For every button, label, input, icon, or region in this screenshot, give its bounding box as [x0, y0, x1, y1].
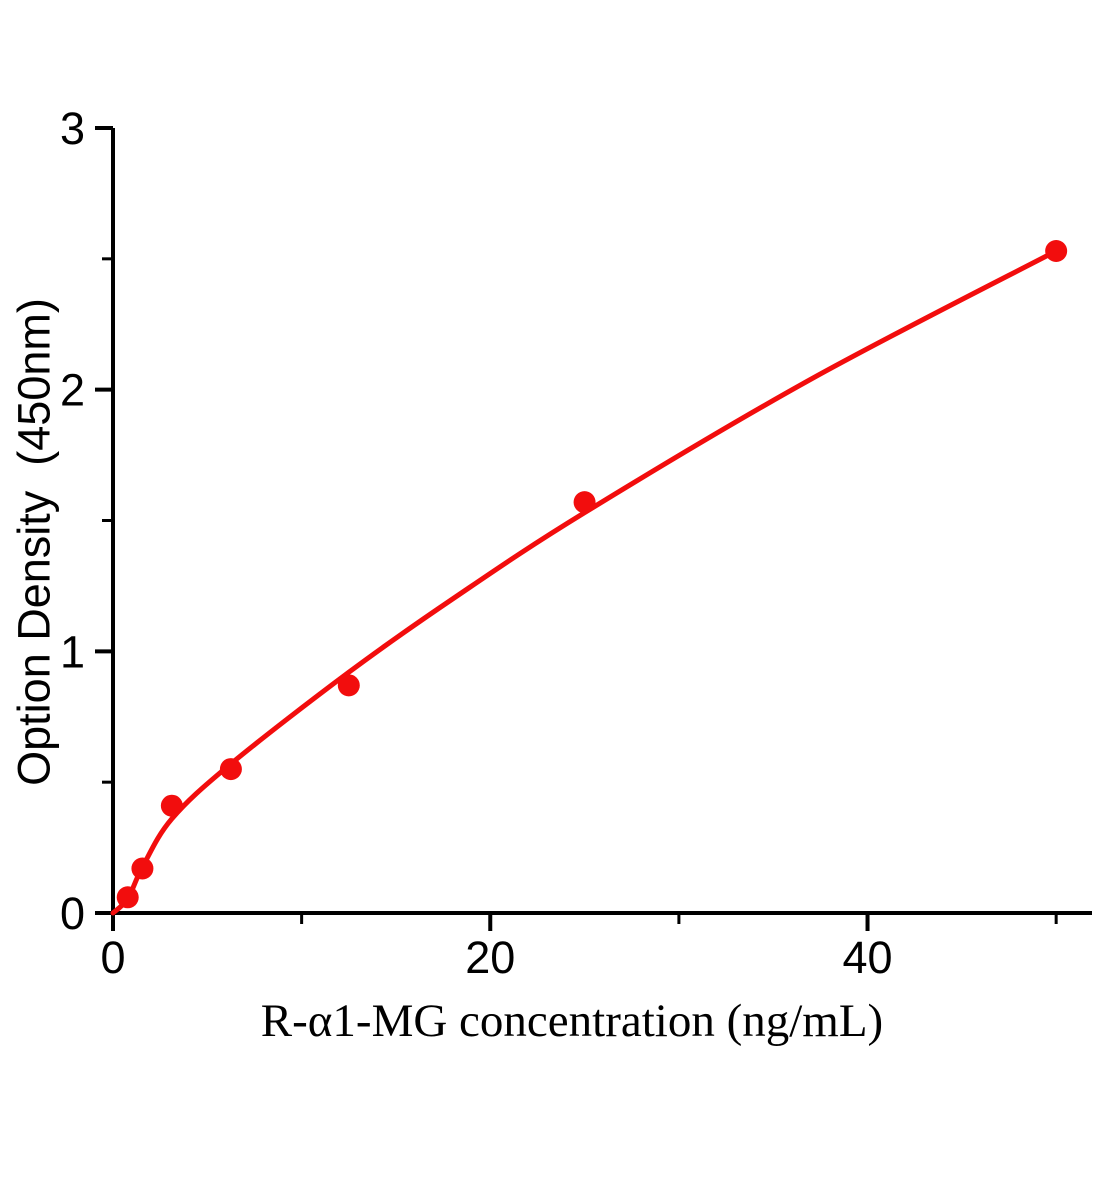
data-point-marker [337, 674, 360, 697]
y-tick-label: 3 [60, 103, 85, 154]
data-point-marker [1045, 239, 1068, 262]
data-point-marker [131, 857, 154, 880]
y-tick-label: 1 [60, 626, 85, 677]
data-point-marker [116, 886, 139, 909]
y-axis-title: Option Density (450nm) [8, 298, 60, 786]
y-tick-label: 2 [60, 365, 85, 416]
x-tick-label: 40 [842, 932, 892, 983]
y-tick-label: 0 [60, 888, 85, 939]
x-tick-label: 0 [100, 932, 125, 983]
data-point-marker [160, 794, 183, 817]
x-tick-label: 20 [465, 932, 515, 983]
x-axis-title: R-α1-MG concentration (ng/mL) [260, 995, 884, 1047]
data-point-marker [573, 491, 596, 514]
fit-curve-line [110, 248, 1059, 916]
data-point-marker [219, 758, 242, 781]
